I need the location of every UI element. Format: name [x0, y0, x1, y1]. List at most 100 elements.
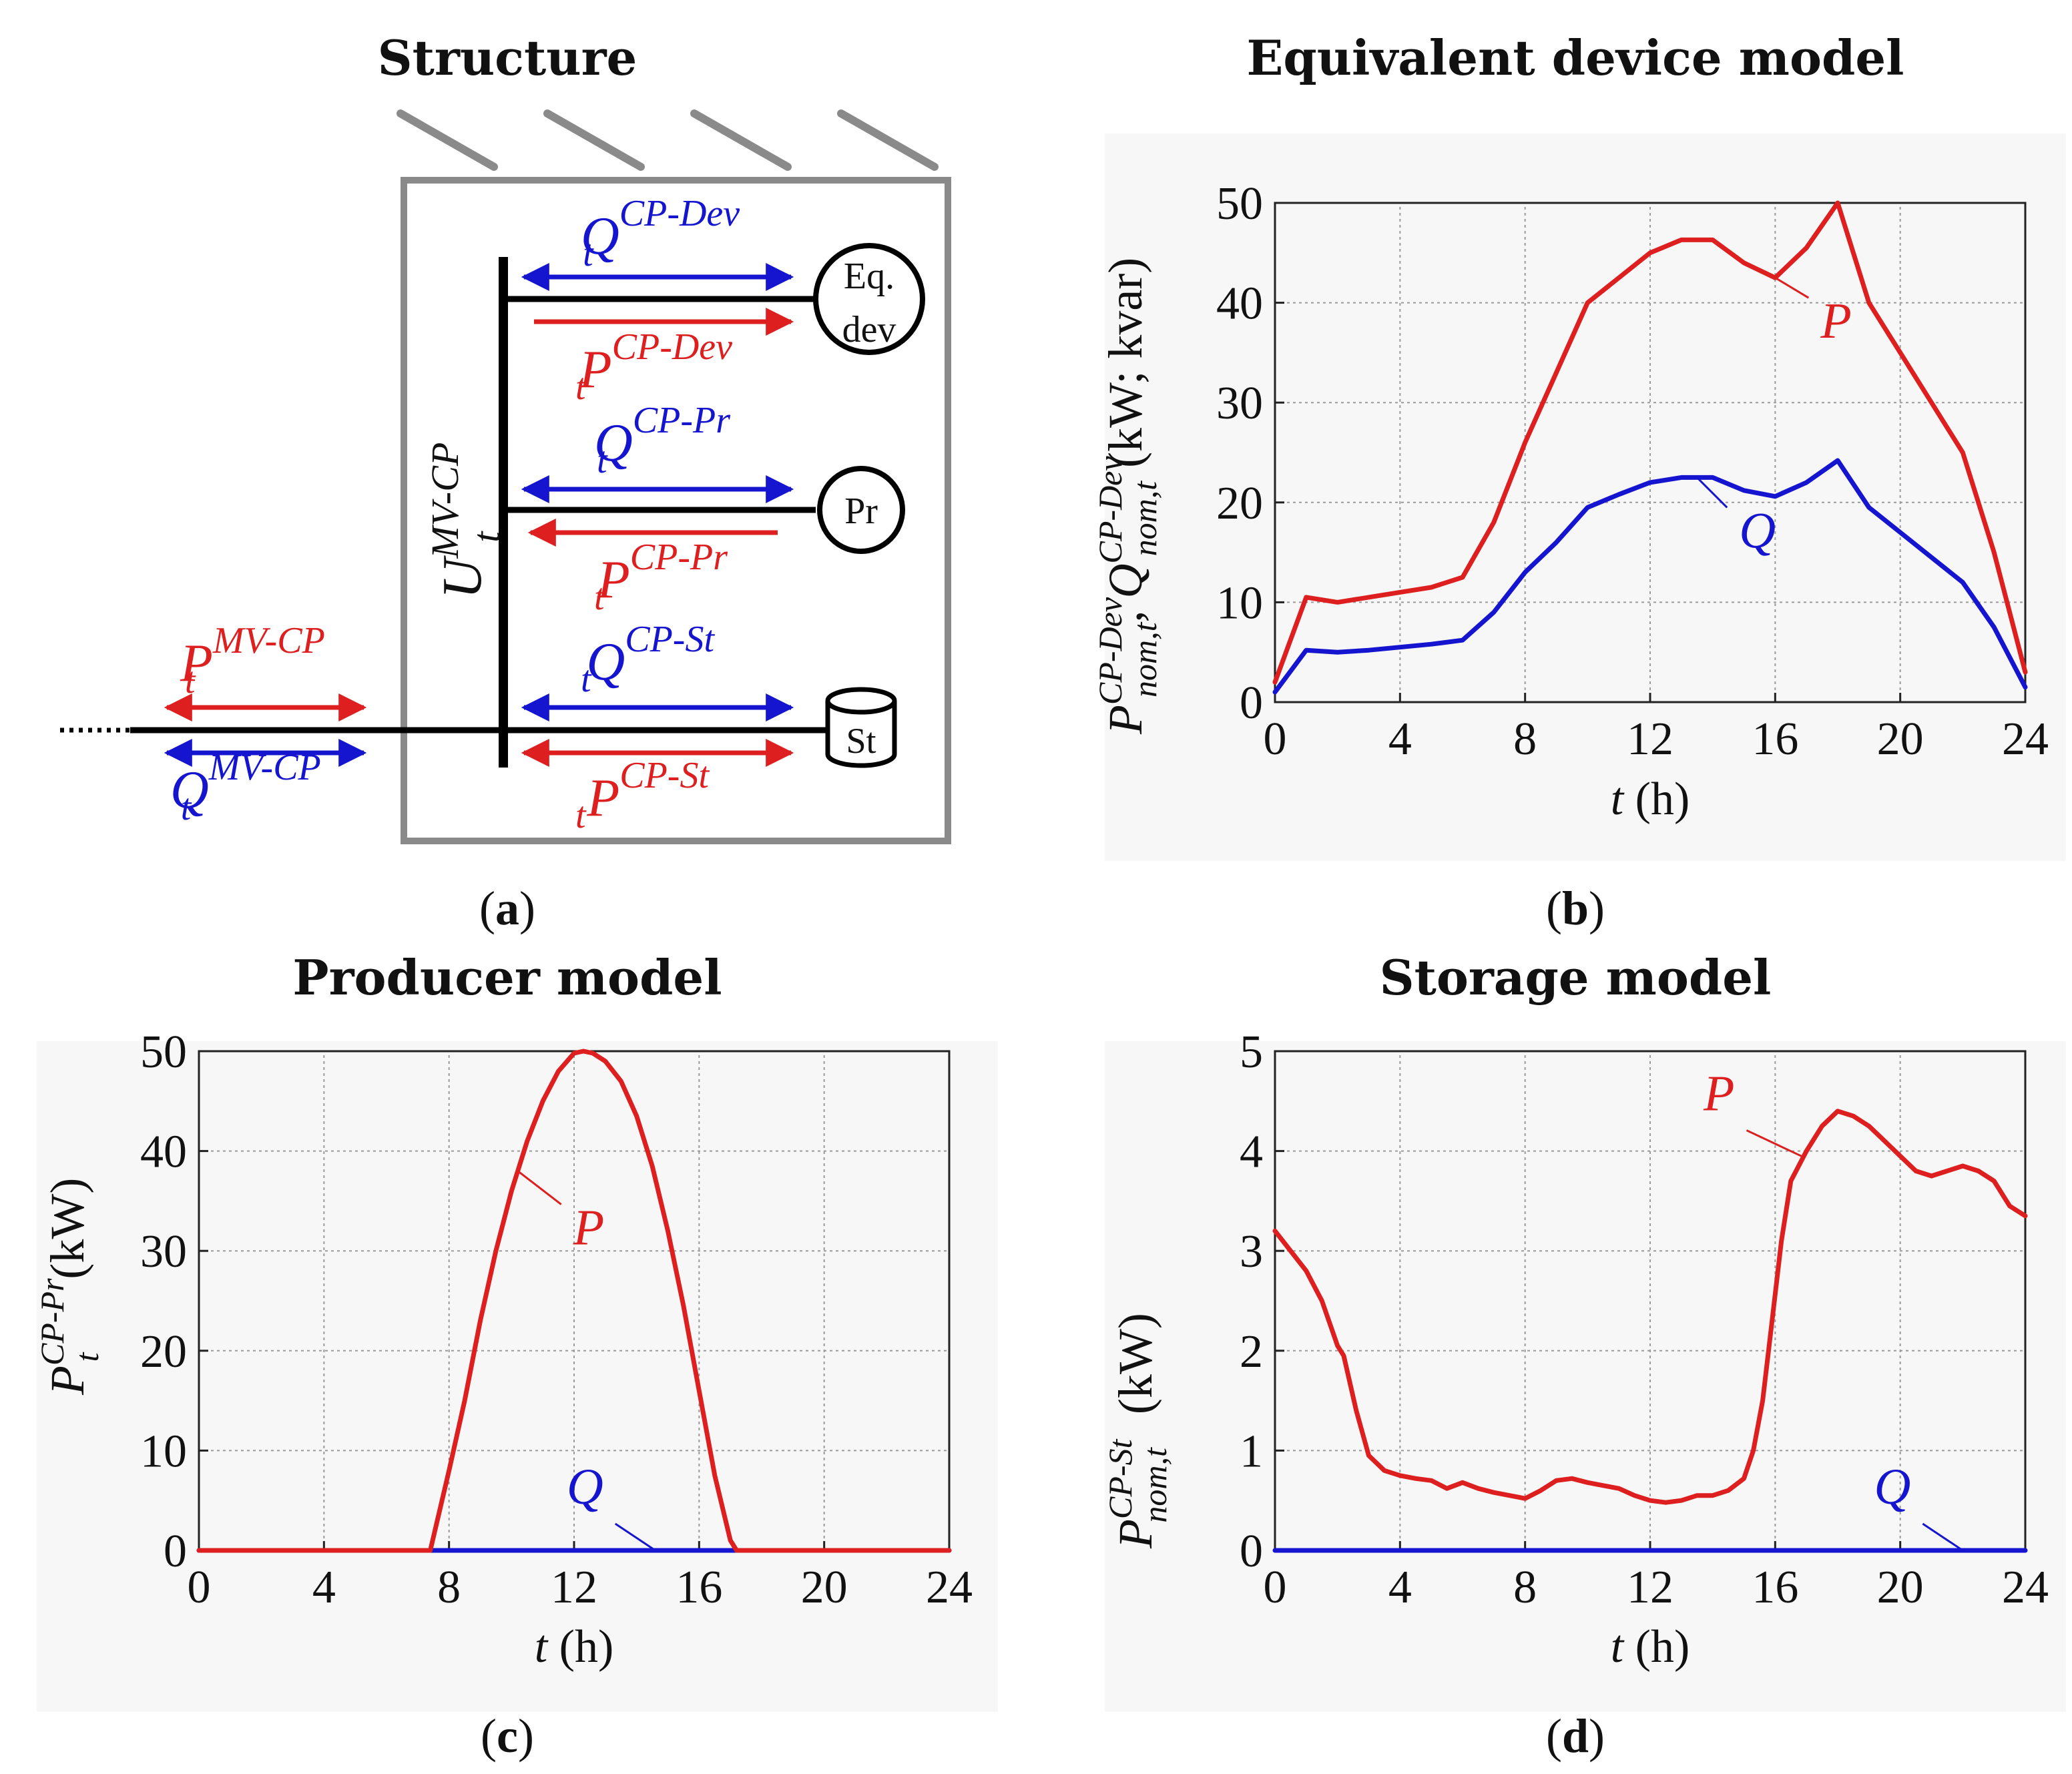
chart-d-xtick-label: 12 [1627, 1562, 1673, 1613]
chart-b-ytick-label: 0 [1240, 677, 1263, 729]
svg-text:PCP-Prt(kW): PCP-Prt(kW) [33, 1178, 105, 1396]
chart-d-xtick-label: 4 [1388, 1562, 1412, 1613]
chart-c-xtick-label: 12 [551, 1562, 597, 1613]
eqdev-device-label-1: Eq. [844, 256, 894, 297]
chart-b-annotation-q: Q [1739, 503, 1776, 559]
caption-c: (c) [481, 1709, 534, 1763]
producer-chart: Producer model 0 4 8 12 16 20 2401020304050PQ … [33, 949, 998, 1763]
svg-text:UMV-CPt: UMV-CPt [423, 442, 508, 599]
chart-b-background [1105, 133, 2066, 861]
p-cp-dev-label: PCP-Dev t [575, 326, 732, 408]
q-cp-pr-label: QCP-Pr t [594, 400, 730, 481]
structure-title: Structure [378, 29, 637, 86]
chart-b-ytick-label: 40 [1216, 278, 1263, 330]
svg-text:PCP-Stnom,t(kW): PCP-Stnom,t(kW) [1101, 1313, 1174, 1549]
hatch-line [690, 109, 792, 171]
chart-c-ytick-label: 50 [140, 1026, 187, 1078]
external-feeder: PMV-CP t QMV-CP t [60, 620, 503, 828]
chart-d-annotation-p-leader [1746, 1129, 1804, 1158]
chart-d-ytick-label: 3 [1240, 1226, 1263, 1277]
chart-b-xtick-label: 0 [1264, 713, 1287, 765]
chart-c-ytick-label: 30 [140, 1226, 187, 1277]
chart-b-xtick-label: 16 [1752, 713, 1798, 765]
caption-a: (a) [479, 882, 535, 935]
chart-b-series-q-line [1272, 458, 2028, 695]
chart-d-xtick-label: 8 [1513, 1562, 1537, 1613]
chart-c-xtick-label: 24 [926, 1562, 973, 1613]
chart-b-title: Equivalent device model [1246, 29, 1904, 86]
storage-branch: QCP-St t PCP-St t St [503, 619, 897, 836]
chart-c-ylabel: PCP-Prt(kW) [33, 1178, 105, 1396]
bus-voltage-sup: MV-CP [423, 442, 467, 559]
chart-d-ylabel: PCP-Stnom,t(kW) [1101, 1313, 1174, 1549]
q-mv-cp-label: QMV-CP t [170, 747, 321, 828]
chart-c-annotation-p-leader [517, 1170, 562, 1205]
q-cp-st-label: QCP-St t [581, 619, 715, 700]
hatch-line [397, 109, 498, 171]
eqdev-device-label-2: dev [842, 309, 896, 350]
p-mv-cp-label: PMV-CP t [180, 620, 325, 701]
roof-hatch [397, 109, 939, 171]
chart-d-xlabel: t (h) [1611, 1621, 1690, 1673]
storage-device: St [825, 687, 897, 768]
chart-d-title: Storage model [1380, 949, 1772, 1006]
chart-b-ylabel: PCP-Devnom,t, QCP-Devnom,t(kW; kvar) [1091, 258, 1163, 735]
svg-text:PCP-Devnom,t, QCP-Devnom,t(kW;: PCP-Devnom,t, QCP-Devnom,t(kW; kvar) [1091, 258, 1163, 735]
chart-d-xtick-label: 0 [1264, 1562, 1287, 1613]
caption-d: (d) [1546, 1709, 1605, 1763]
chart-d-annotation-q: Q [1874, 1459, 1910, 1515]
bus-voltage-sub: t [465, 531, 508, 543]
structure-panel: Structure UMV-CPt QCP-Dev t [60, 29, 951, 935]
chart-c-xtick-label: 8 [437, 1562, 461, 1613]
chart-b-ytick-label: 50 [1216, 178, 1263, 230]
chart-d-ytick-label: 4 [1240, 1127, 1263, 1178]
chart-b-ytick-label: 20 [1216, 478, 1263, 529]
producer-branch: QCP-Pr t PCP-Pr t Pr [503, 400, 905, 618]
chart-d-ytick-label: 5 [1240, 1026, 1263, 1078]
q-cp-dev-label: QCP-Dev t [581, 193, 740, 274]
chart-d-ytick-label: 2 [1240, 1326, 1263, 1378]
producer-device [817, 466, 905, 554]
bus-voltage-base: U [431, 555, 493, 599]
chart-c-background [37, 1041, 998, 1712]
chart-b-series-p-line [1272, 200, 2028, 685]
chart-d-ytick-label: 0 [1240, 1526, 1263, 1577]
chart-d-xtick-label: 20 [1877, 1562, 1924, 1613]
chart-c-ytick-label: 20 [140, 1326, 187, 1378]
chart-c-xtick-label: 0 [188, 1562, 211, 1613]
chart-c-xtick-label: 4 [312, 1562, 336, 1613]
storage-device-label: St [846, 721, 876, 761]
chart-d-ytick-label: 1 [1240, 1426, 1263, 1477]
eqdev-device [813, 243, 925, 355]
chart-b-annotation-q-leader [1696, 477, 1728, 509]
chart-b-ytick-label: 10 [1216, 577, 1263, 629]
caption-b: (b) [1546, 882, 1605, 935]
hatch-line [837, 109, 939, 171]
chart-d-background [1105, 1041, 2066, 1712]
eqdev-branch: QCP-Dev t PCP-Dev t Eq. dev [503, 193, 925, 408]
chart-c-xlabel: t (h) [535, 1621, 614, 1673]
chart-b-xtick-label: 20 [1877, 713, 1924, 765]
chart-d-annotation-q-leader [1922, 1522, 1964, 1552]
chart-d-series-p-line [1272, 1109, 2028, 1505]
chart-c-ytick-label: 40 [140, 1127, 187, 1178]
chart-b-xlabel: t (h) [1611, 774, 1690, 825]
p-cp-pr-label: PCP-Pr t [594, 537, 728, 618]
chart-d-xtick-label: 16 [1752, 1562, 1798, 1613]
chart-c-series-p-line [196, 1049, 952, 1553]
chart-d-annotation-p: P [1703, 1066, 1734, 1122]
bus-voltage-label: UMV-CPt [423, 442, 508, 599]
producer-device-label: Pr [844, 491, 878, 532]
chart-b-xtick-label: 4 [1388, 713, 1412, 765]
chart-c-xtick-label: 20 [801, 1562, 848, 1613]
chart-c-annotation-p: P [573, 1200, 604, 1256]
hatch-line [543, 109, 645, 171]
chart-c-ytick-label: 10 [140, 1426, 187, 1477]
p-cp-st-label: PCP-St t [575, 755, 710, 836]
chart-b-xtick-label: 8 [1513, 713, 1537, 765]
chart-d-xtick-label: 24 [2002, 1562, 2049, 1613]
chart-c-ytick-label: 0 [164, 1526, 187, 1577]
chart-c-title: Producer model [292, 949, 722, 1006]
